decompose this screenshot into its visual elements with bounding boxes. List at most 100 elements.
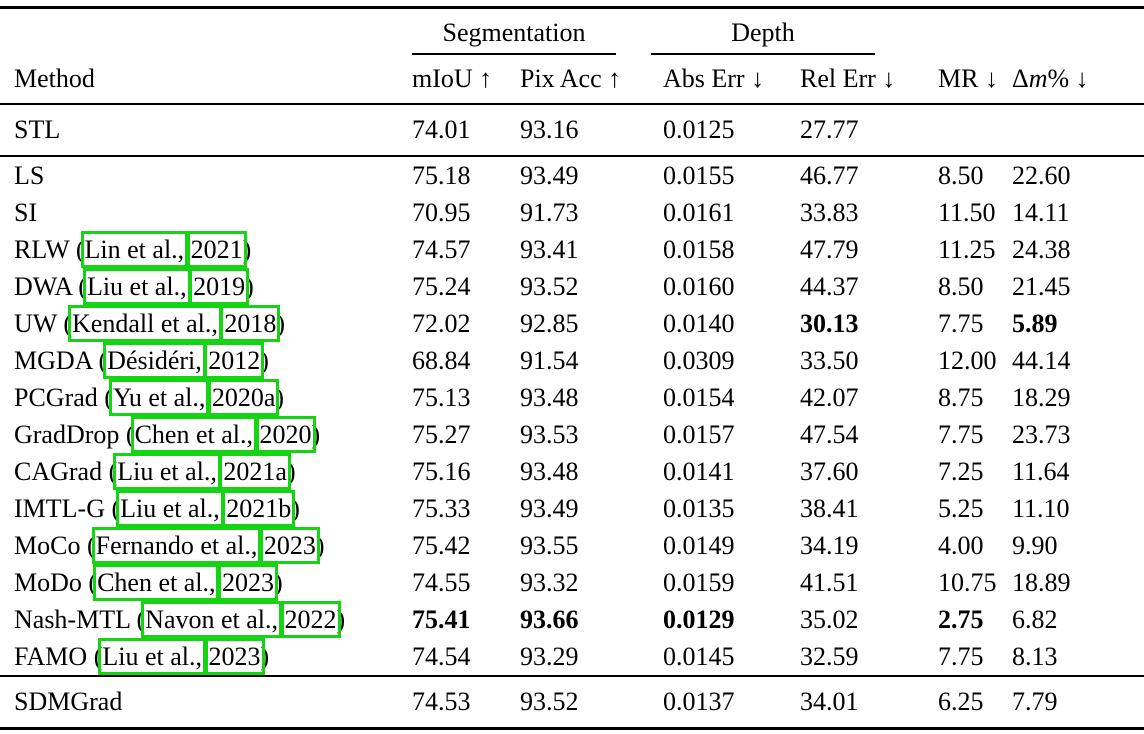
col-header-rel-err: Rel Err ↓ xyxy=(800,55,938,105)
method-cell: DWA (Liu et al., 2019) xyxy=(0,267,412,305)
citation-year-link[interactable]: 2020a xyxy=(207,378,280,416)
value-cell: 9.90 xyxy=(1012,530,1058,560)
value-cell: 93.52 xyxy=(520,271,579,301)
value-cell: 44.14 xyxy=(1012,345,1071,375)
value-cell: 0.0137 xyxy=(663,687,735,716)
method-name: GradDrop ( xyxy=(14,419,135,449)
citation-author-link[interactable]: Liu et al., xyxy=(113,452,221,490)
value-cell: 92.85 xyxy=(520,308,579,338)
value-cell: 0.0159 xyxy=(663,567,735,597)
citation-year-link[interactable]: 2021 xyxy=(186,230,247,268)
citation-author-link[interactable]: Navon et al., xyxy=(141,600,283,638)
value-cell: 11.10 xyxy=(1012,493,1070,523)
value-cell: 93.48 xyxy=(520,382,579,412)
col-group-depth: Depth xyxy=(651,8,938,55)
value-cell: 0.0135 xyxy=(663,493,735,523)
value-cell: 4.00 xyxy=(938,530,984,560)
mr-header-label: MR ↓ xyxy=(938,64,998,93)
table-row: LS 75.18 93.49 0.0155 46.77 8.50 22.60 xyxy=(0,156,1144,194)
value-cell: 0.0160 xyxy=(663,271,735,301)
citation-year-link[interactable]: 2020 xyxy=(255,415,316,453)
citation-author-link[interactable]: Fernando et al., xyxy=(91,526,262,564)
citation-author-link[interactable]: Yu et al., xyxy=(108,378,210,416)
value-cell: 8.50 xyxy=(938,271,984,301)
depth-group-label: Depth xyxy=(651,18,875,55)
table-row: CAGrad (Liu et al., 2021a) 75.16 93.48 0.01… xyxy=(0,452,1144,490)
col-header-delta-m: Δm% ↓ xyxy=(1012,7,1144,105)
value-cell: 38.41 xyxy=(800,493,859,523)
value-cell: 74.01 xyxy=(412,104,520,157)
header-row-subcolumns: mIoU ↑ Pix Acc ↑ Abs Err ↓ Rel Err ↓ xyxy=(0,55,1144,105)
method-name-suffix: ) xyxy=(260,641,270,671)
value-cell: 5.25 xyxy=(938,493,984,523)
value-cell: 7.25 xyxy=(938,456,984,486)
citation-year-link[interactable]: 2022 xyxy=(280,600,341,638)
value-cell: 30.13 xyxy=(800,308,859,338)
col-group-segmentation: Segmentation xyxy=(412,8,663,55)
citation-year-link[interactable]: 2021b xyxy=(222,489,296,527)
method-cell: IMTL-G (Liu et al., 2021b) xyxy=(0,489,412,527)
method-name: UW ( xyxy=(14,308,73,338)
method-header-label: Method xyxy=(14,64,95,93)
value-cell: 18.29 xyxy=(1012,382,1071,412)
value-cell: 24.38 xyxy=(1012,234,1071,264)
value-cell: 6.82 xyxy=(1012,604,1058,634)
citation-author-link[interactable]: Chen et al., xyxy=(93,563,220,601)
value-cell: 93.53 xyxy=(520,419,579,449)
value-cell: 8.75 xyxy=(938,382,984,412)
delta-m-suffix: % ↓ xyxy=(1047,64,1089,93)
value-cell: 74.53 xyxy=(412,687,471,716)
citation-author-link[interactable]: Chen et al., xyxy=(130,415,258,453)
value-cell: 2.75 xyxy=(938,604,984,634)
value-cell: 34.01 xyxy=(800,687,859,716)
citation-author-link[interactable]: Désidéri, xyxy=(103,341,206,379)
value-cell: 75.41 xyxy=(412,604,471,634)
method-name-suffix: ) xyxy=(336,604,346,634)
method-name: FAMO ( xyxy=(14,641,103,671)
citation-year-link[interactable]: 2018 xyxy=(220,304,281,342)
citation-year-link[interactable]: 2023 xyxy=(259,526,320,564)
citation-author-link[interactable]: Kendall et al., xyxy=(68,304,222,342)
citation-year-link[interactable]: 2021a xyxy=(219,452,291,490)
method-name: DWA ( xyxy=(14,271,87,301)
citation-author-link[interactable]: Liu et al., xyxy=(98,637,206,675)
value-cell xyxy=(1012,104,1144,157)
method-name-suffix: ) xyxy=(286,456,296,486)
method-cell: GradDrop (Chen et al., 2020) xyxy=(0,415,412,453)
table-row: SI 70.95 91.73 0.0161 33.83 11.50 14.11 xyxy=(0,194,1144,231)
value-cell: 93.32 xyxy=(520,567,579,597)
method-name: Nash-MTL ( xyxy=(14,604,146,634)
method-cell: PCGrad (Yu et al., 2020a) xyxy=(0,378,412,416)
citation-author-link[interactable]: Lin et al., xyxy=(80,230,189,268)
table-row: FAMO (Liu et al., 2023) 74.54 93.29 0.0145 3… xyxy=(0,637,1144,677)
value-cell: 7.79 xyxy=(1012,687,1058,716)
value-cell: 33.50 xyxy=(800,345,859,375)
value-cell: 7.75 xyxy=(938,419,984,449)
value-cell: 75.24 xyxy=(412,271,471,301)
method-cell: SDMGrad xyxy=(0,676,412,729)
table-row: PCGrad (Yu et al., 2020a) 75.13 93.48 0.015… xyxy=(0,378,1144,416)
value-cell: 11.50 xyxy=(938,197,996,227)
value-cell: 5.89 xyxy=(1012,308,1058,338)
method-cell: MoDo (Chen et al., 2023) xyxy=(0,563,412,601)
value-cell: 0.0154 xyxy=(663,382,735,412)
value-cell: 18.89 xyxy=(1012,567,1071,597)
citation-year-link[interactable]: 2012 xyxy=(204,341,265,379)
table-row: Nash-MTL (Navon et al., 2022) 75.41 93.66 0… xyxy=(0,600,1144,638)
col-header-abs-err: Abs Err ↓ xyxy=(663,55,800,105)
citation-year-link[interactable]: 2019 xyxy=(189,267,250,305)
value-cell: 0.0141 xyxy=(663,456,735,486)
value-cell: 11.64 xyxy=(1012,456,1070,486)
value-cell: 27.77 xyxy=(800,104,938,157)
value-cell: 21.45 xyxy=(1012,271,1071,301)
citation-author-link[interactable]: Liu et al., xyxy=(82,267,191,305)
col-header-method: Method xyxy=(0,7,412,105)
citation-year-link[interactable]: 2023 xyxy=(204,637,265,675)
value-cell: 91.73 xyxy=(520,197,579,227)
value-cell: 74.57 xyxy=(412,234,471,264)
method-name: IMTL-G ( xyxy=(14,493,121,523)
citation-year-link[interactable]: 2023 xyxy=(217,563,278,601)
citation-author-link[interactable]: Liu et al., xyxy=(116,489,224,527)
table-row: MoDo (Chen et al., 2023) 74.55 93.32 0.0159… xyxy=(0,563,1144,601)
method-cell: SI xyxy=(0,194,412,231)
